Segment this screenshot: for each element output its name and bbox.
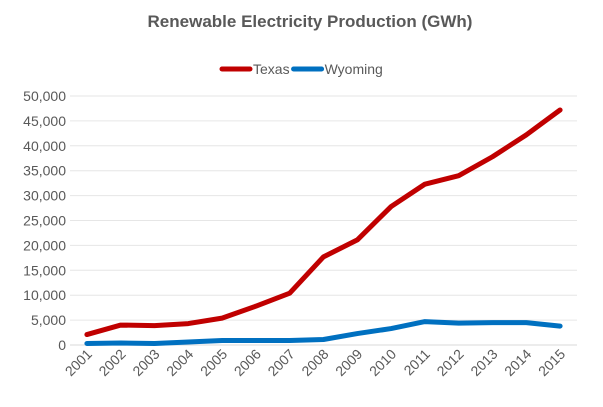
- legend-label-wyoming: Wyoming: [325, 61, 383, 77]
- series-line-texas: [84, 107, 563, 338]
- x-tick-label: 2006: [231, 346, 264, 379]
- y-tick-label: 5,000: [31, 312, 66, 328]
- y-tick-label: 20,000: [23, 237, 66, 253]
- y-tick-label: 10,000: [23, 287, 66, 303]
- legend-label-texas: Texas: [253, 61, 290, 77]
- y-tick-label: 15,000: [23, 262, 66, 278]
- series-line-wyoming: [84, 319, 563, 347]
- x-tick-label: 2009: [332, 346, 365, 379]
- x-tick-label: 2014: [501, 346, 534, 379]
- x-tick-label: 2012: [433, 346, 466, 379]
- x-tick-label: 2004: [163, 346, 196, 379]
- y-tick-label: 30,000: [23, 188, 66, 204]
- x-tick-label: 2015: [535, 346, 568, 379]
- x-axis-ticks: 2001 2002 2003 2004 2005 2006 2007 2008 2009 2010…: [62, 346, 569, 379]
- series-lines: [84, 107, 563, 347]
- x-tick-label: 2007: [264, 346, 297, 379]
- x-tick-label: 2001: [62, 346, 95, 379]
- y-tick-label: 0: [58, 337, 66, 353]
- x-tick-label: 2008: [298, 346, 331, 379]
- gridlines: [70, 95, 577, 346]
- y-tick-label: 25,000: [23, 213, 66, 229]
- x-tick-label: 2010: [366, 346, 399, 379]
- y-tick-label: 35,000: [23, 163, 66, 179]
- y-tick-label: 40,000: [23, 138, 66, 154]
- chart-title: Renewable Electricity Production (GWh): [148, 12, 473, 31]
- x-tick-label: 2003: [129, 346, 162, 379]
- y-tick-label: 50,000: [23, 88, 66, 104]
- x-tick-label: 2011: [400, 346, 433, 379]
- y-tick-label: 45,000: [23, 113, 66, 129]
- x-tick-label: 2002: [95, 346, 128, 379]
- x-tick-label: 2013: [467, 346, 500, 379]
- x-tick-label: 2005: [197, 346, 230, 379]
- legend: Texas Wyoming: [219, 61, 383, 77]
- y-axis-ticks: 0 5,000 10,000 15,000 20,000 25,000 30,000 35,0…: [23, 88, 66, 353]
